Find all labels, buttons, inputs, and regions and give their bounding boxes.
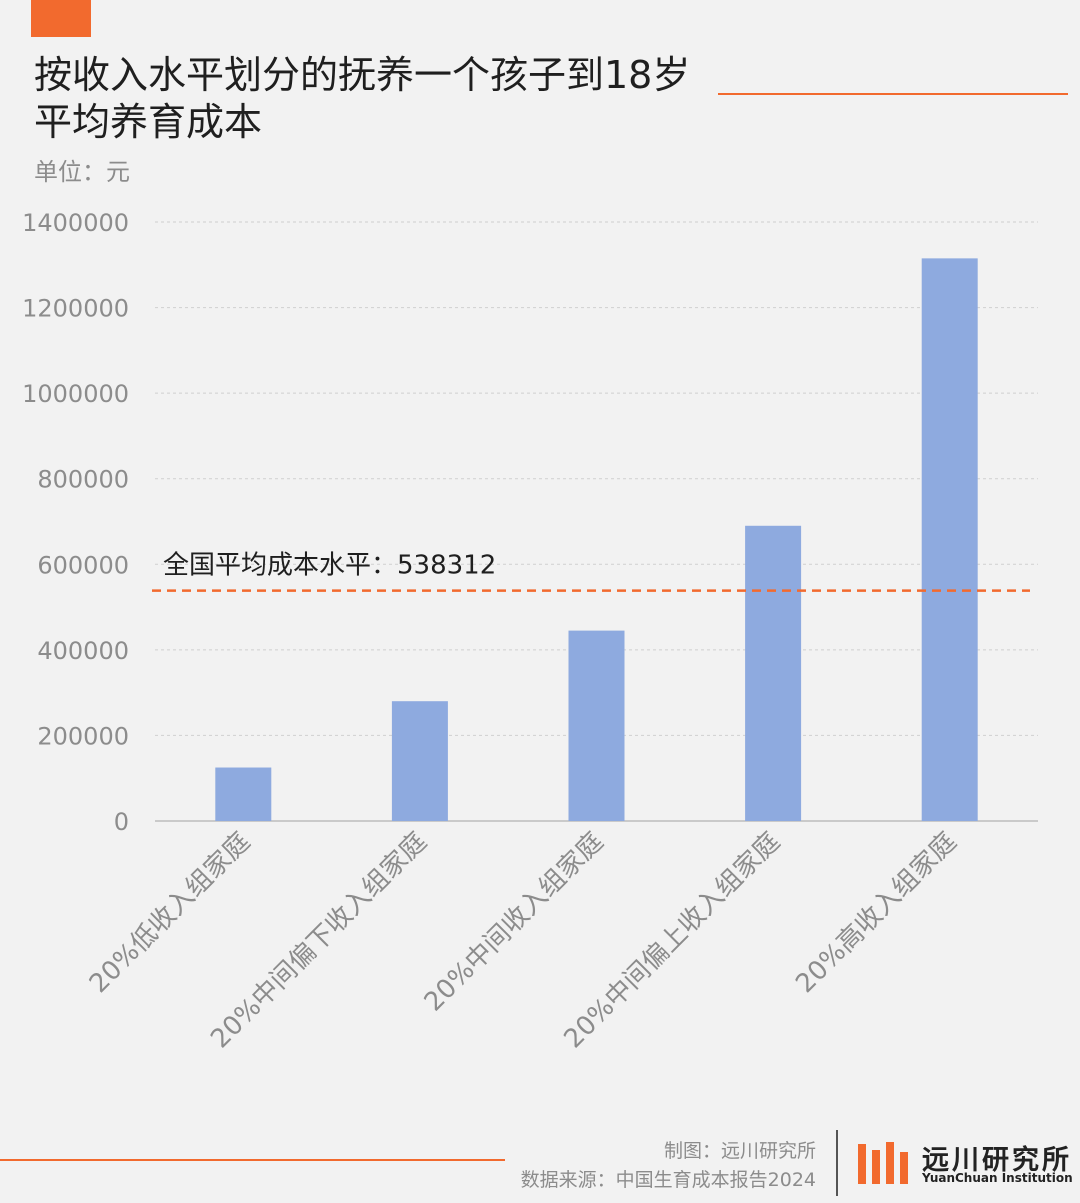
y-tick-label: 400000: [37, 637, 129, 665]
bar: [215, 767, 272, 821]
reference-line-label: 全国平均成本水平：538312: [163, 551, 496, 581]
bar: [745, 525, 802, 821]
footer-divider: [836, 1130, 838, 1196]
logo-text-en: YuanChuan Institution: [922, 1171, 1073, 1185]
credit-text: 制图：远川研究所: [663, 1140, 816, 1162]
y-tick-label: 1200000: [22, 295, 129, 323]
y-tick-label: 800000: [37, 466, 129, 494]
title-line-2: 平均养育成本: [34, 100, 263, 144]
unit-label: 单位：元: [34, 158, 130, 186]
bar-chart: 0 200000 400000 600000 800000 1000000 1200000 1…: [22, 209, 1038, 1054]
logo-text-cn: 远川研究所: [922, 1145, 1072, 1176]
x-tick-label: 20%高收入组家庭: [790, 827, 962, 999]
bar: [921, 258, 978, 821]
accent-block: [31, 0, 91, 37]
x-tick-label: 20%中间收入组家庭: [419, 827, 610, 1018]
y-tick-label: 1000000: [22, 380, 129, 408]
y-tick-label: 600000: [37, 551, 129, 579]
y-tick-label: 200000: [37, 722, 129, 750]
title-rule: [718, 93, 1068, 95]
x-tick-label: 20%低收入组家庭: [84, 827, 256, 999]
bar: [568, 630, 625, 821]
source-text: 数据来源：中国生育成本报告2024: [520, 1169, 816, 1191]
chart-title: 按收入水平划分的抚养一个孩子到18岁 平均养育成本: [34, 52, 714, 146]
y-tick-label: 1400000: [22, 209, 129, 237]
y-tick-label: 0: [114, 808, 129, 836]
logo-bars-icon: [858, 1142, 908, 1184]
yuanchuan-logo: 远川研究所 YuanChuan Institution: [858, 1138, 1073, 1188]
footer-rule: [0, 1159, 505, 1161]
bar: [391, 701, 448, 821]
title-line-1: 按收入水平划分的抚养一个孩子到18岁: [34, 53, 691, 97]
